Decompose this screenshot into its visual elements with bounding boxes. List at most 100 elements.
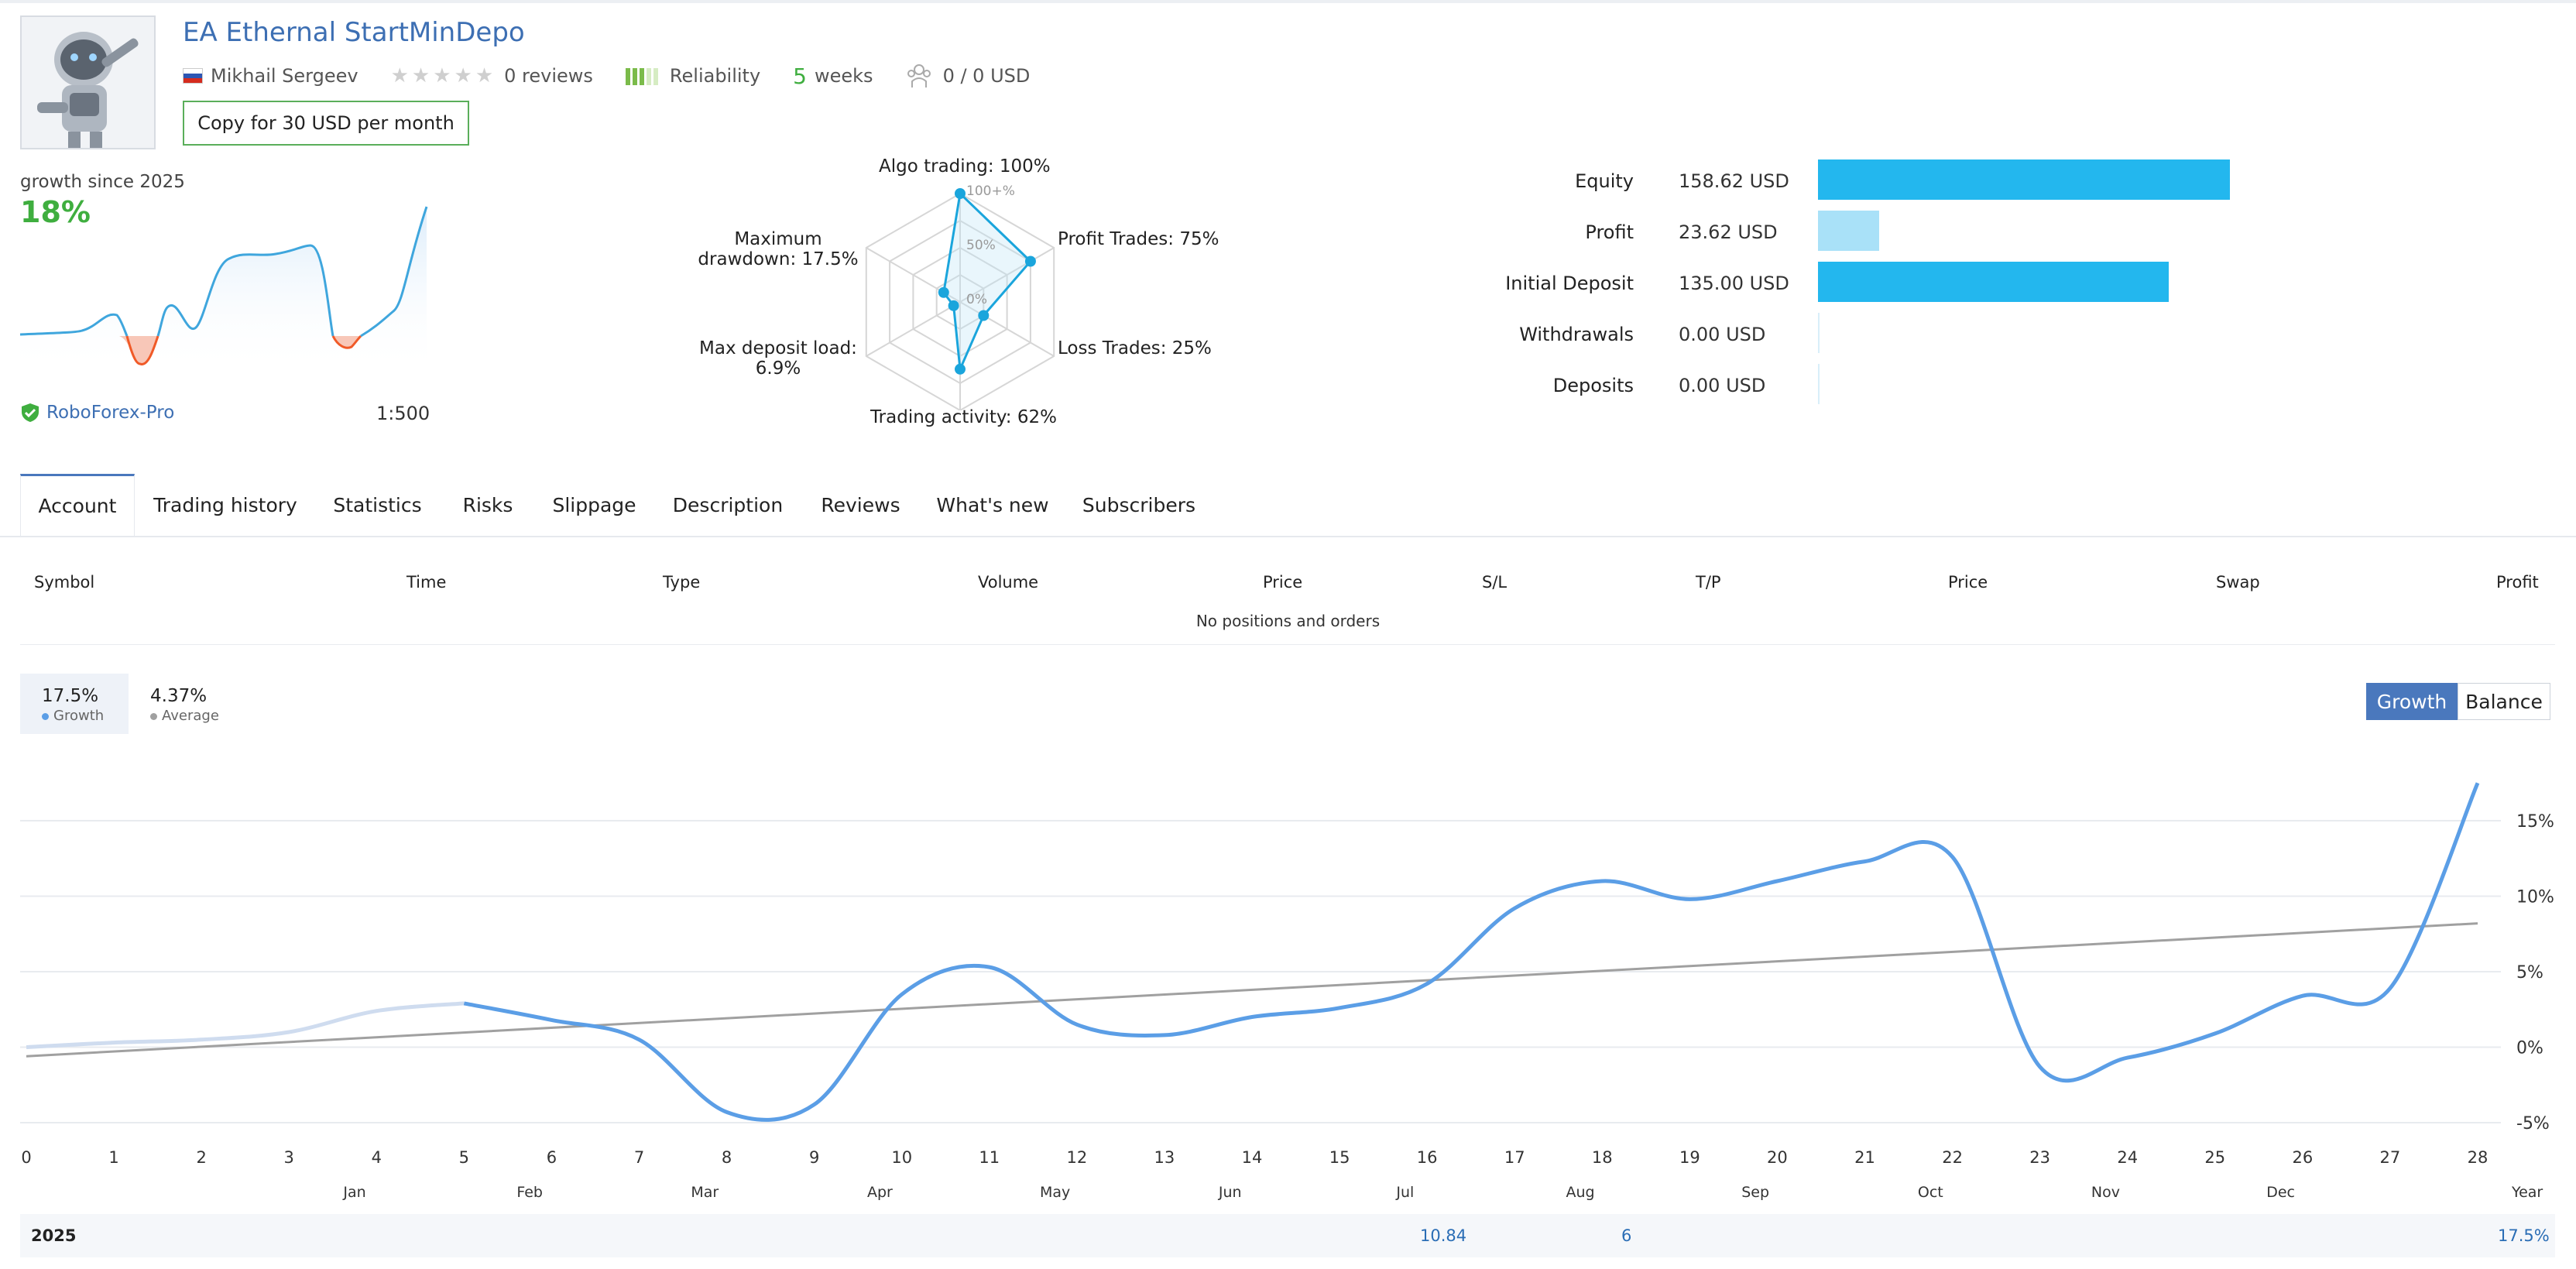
tab-description[interactable]: Description [672,493,784,516]
y-tick-label: 10% [2516,888,2554,907]
col-header-time: Time [406,573,447,592]
tab-slippage[interactable]: Slippage [552,493,636,516]
x-tick-label: 8 [722,1148,732,1167]
average-line[interactable] [26,922,2478,1058]
positions-divider [20,644,2555,645]
year-value-total[interactable]: 17.5% [2498,1226,2550,1245]
x-tick-label: 26 [2292,1148,2313,1167]
balance-label-deposits: Deposits [1552,375,1634,396]
radar-label-algo: Algo trading: 100% [879,156,1051,177]
x-tick-label: 18 [1592,1148,1613,1167]
x-tick-label: 14 [1242,1148,1263,1167]
tab-trading-history[interactable]: Trading history [153,493,297,516]
growth-value: 18% [20,195,91,229]
col-header-t-p: T/P [1696,573,1721,592]
broker-link[interactable]: RoboForex-Pro [20,403,174,423]
balance-bar-profit[interactable] [1818,211,1880,251]
x-tick-label: 22 [1942,1148,1963,1167]
balance-bar-initial-deposit[interactable] [1818,262,2169,302]
month-label: Jan [342,1184,365,1201]
legend-growth-value: 17.5% [42,686,99,706]
radar-chart[interactable]: 100+% 50% 0% [852,170,1068,410]
balance-value-equity: 158.62 USD [1679,170,1789,192]
broker-name[interactable]: RoboForex-Pro [46,403,175,423]
balance-value-initial-deposit: 135.00 USD [1679,273,1789,294]
legend-average[interactable]: 4.37% Average [150,686,219,724]
year-row: 2025 10.84 6 17.5% [20,1214,2555,1257]
signal-title[interactable]: EA Ethernal StartMinDepo [183,17,525,48]
balance-label-profit: Profit [1585,221,1634,243]
balance-bar-deposits[interactable] [1818,364,1820,404]
radar-point-4[interactable] [948,300,959,311]
radar-label-loss-trades: Loss Trades: 25% [1058,338,1212,358]
legend-average-label: Average [150,708,219,724]
x-tick-label: 24 [2117,1148,2138,1167]
growth-since-label: growth since 2025 [20,172,185,192]
top-divider [0,0,2576,3]
y-tick-label: -5% [2516,1114,2550,1134]
month-label: Oct [1918,1184,1943,1201]
tab-reviews[interactable]: Reviews [821,493,900,516]
x-tick-label: 10 [891,1148,912,1167]
month-label: May [1040,1184,1070,1201]
balance-bar-equity[interactable] [1818,159,2230,200]
meta-row: Mikhail Sergeev ★★★★★ 0 reviews Reliabil… [183,62,1030,90]
growth-line-prehistory[interactable] [26,1001,465,1049]
reliability-label[interactable]: Reliability [669,65,761,87]
x-tick-label: 6 [547,1148,557,1167]
balance-label-initial-deposit: Initial Deposit [1505,273,1634,294]
author-name[interactable]: Mikhail Sergeev [211,65,358,87]
tab-risks[interactable]: Risks [462,493,513,516]
subscribers-funds: 0 / 0 USD [942,65,1031,87]
tab-account[interactable]: Account [20,474,135,536]
balance-value-profit: 23.62 USD [1679,221,1778,243]
radar-ring-100: 100+% [966,183,1015,199]
x-tick-label: 16 [1417,1148,1438,1167]
legend-average-dot-icon [150,713,157,720]
x-tick-label: 1 [108,1148,118,1167]
col-header-price: Price [1948,573,1988,592]
balance-bar-withdrawals[interactable] [1818,313,1820,353]
growth-line[interactable] [463,782,2480,1122]
month-label: Jul [1395,1184,1414,1201]
col-header-s-l: S/L [1482,573,1508,592]
mini-growth-chart[interactable] [20,203,430,373]
radar-point-2[interactable] [978,310,990,321]
balance-toggle-button[interactable]: Balance [2458,683,2550,720]
year-value-aug[interactable]: 6 [1621,1226,1632,1245]
col-header-type: Type [663,573,701,592]
radar-label-deposit-load-line1: Max deposit load: [699,338,857,358]
signal-avatar[interactable] [20,15,156,149]
y-tick-label: 15% [2516,812,2554,832]
tab-subscribers[interactable]: Subscribers [1082,493,1196,516]
tab-what-s-new[interactable]: What's new [936,493,1049,516]
copy-subscribe-button[interactable]: Copy for 30 USD per month [183,101,469,146]
radar-point-1[interactable] [1024,256,1036,267]
x-tick-label: 23 [2029,1148,2050,1167]
balance-label-equity: Equity [1575,170,1634,192]
weeks-number: 5 [793,63,807,89]
radar-point-3[interactable] [955,363,966,375]
no-positions-message: No positions and orders [1195,612,1381,630]
radar-ring-0: 0% [966,292,987,307]
tab-statistics[interactable]: Statistics [333,493,422,516]
reviews-count[interactable]: 0 reviews [504,65,593,87]
month-label: Aug [1566,1184,1594,1201]
legend-growth-text: Growth [53,708,105,724]
col-header-price: Price [1263,573,1303,592]
growth-chart[interactable]: 15%10%5%0%-5%0 1 2 3 4 5 6 7 8 9 10 11 12 13 14 15 16 17 1… [0,767,2576,1216]
rating-stars-icon[interactable]: ★★★★★ [390,64,497,87]
growth-toggle-button[interactable]: Growth [2366,683,2458,720]
radar-axis [866,301,961,357]
month-label: Sep [1741,1184,1769,1201]
balance-bars: Equity 158.62 USD Profit 23.62 USD Initial D… [1432,159,2284,415]
legend-growth[interactable]: 17.5% Growth [20,674,129,734]
legend-growth-dot-icon [42,713,49,720]
radar-point-5[interactable] [938,286,949,298]
x-tick-label: 7 [634,1148,644,1167]
month-label: Feb [516,1184,543,1201]
y-tick-label: 0% [2516,1039,2543,1058]
radar-point-0[interactable] [955,188,966,199]
subscribers-icon [907,64,931,87]
year-value-jul[interactable]: 10.84 [1420,1226,1467,1245]
